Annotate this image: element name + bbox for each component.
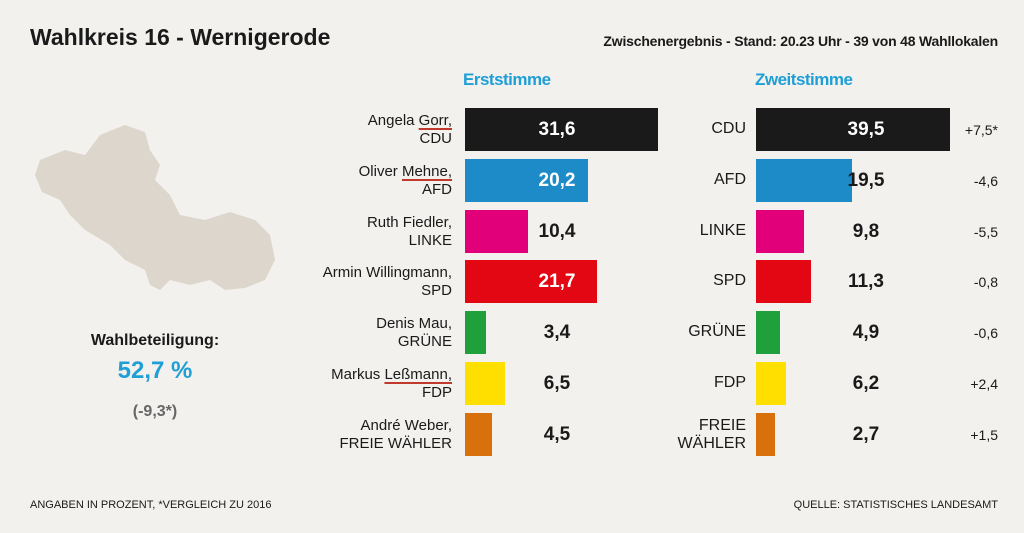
turnout-value: 52,7 % bbox=[117, 357, 193, 384]
source: QUELLE: STATISTISCHES LANDESAMT bbox=[793, 499, 998, 511]
zweitstimme-heading: Zweitstimme bbox=[755, 70, 853, 89]
change-label: -4,6 bbox=[973, 172, 998, 189]
page-title: Wahlkreis 16 - Wernigerode bbox=[30, 24, 331, 50]
value-label: 19,5 bbox=[847, 169, 885, 191]
party-label: FDP bbox=[714, 374, 746, 391]
bar bbox=[465, 158, 589, 202]
change-label: -0,6 bbox=[973, 325, 998, 342]
bar bbox=[756, 260, 812, 304]
bar bbox=[465, 108, 658, 151]
value-label: 21,7 bbox=[538, 271, 576, 293]
footnote: ANGABEN IN PROZENT, *VERGLEICH ZU 2016 bbox=[30, 499, 272, 511]
value-label: 11,3 bbox=[848, 271, 884, 293]
value-label: 3,4 bbox=[543, 322, 571, 344]
erststimme-heading: Erststimme bbox=[463, 70, 551, 89]
bar bbox=[465, 260, 598, 304]
value-label: 10,4 bbox=[538, 220, 576, 242]
value-label: 9,8 bbox=[852, 220, 880, 242]
party-label: FREIE WÄHLER bbox=[677, 416, 746, 452]
value-label: 6,2 bbox=[852, 373, 880, 394]
party-label: SPD bbox=[713, 272, 746, 290]
value-label: 20,2 bbox=[538, 169, 576, 191]
value-label: 39,5 bbox=[847, 119, 885, 140]
candidate-label: Markus Leßmann, FDP bbox=[331, 366, 452, 401]
bar bbox=[756, 108, 950, 151]
candidate-label: Ruth Fiedler, LINKE bbox=[366, 213, 452, 249]
change-label: +7,5* bbox=[964, 122, 998, 138]
subtitle: Zwischenergebnis - Stand: 20.23 Uhr - 39… bbox=[603, 33, 998, 49]
candidate-label: André Weber, FREIE WÄHLER bbox=[339, 416, 452, 452]
bar bbox=[465, 362, 505, 405]
change-label: +2,4 bbox=[970, 376, 998, 392]
candidate-label: Armin Willingmann, SPD bbox=[322, 264, 452, 300]
district-map bbox=[35, 125, 275, 290]
bar bbox=[465, 311, 486, 355]
turnout-label: Wahlbeteiligung: bbox=[90, 332, 220, 349]
party-label: AFD bbox=[714, 170, 746, 188]
bar bbox=[756, 412, 775, 456]
party-label: CDU bbox=[711, 120, 746, 137]
change-label: -5,5 bbox=[973, 223, 998, 240]
value-label: 31,6 bbox=[538, 119, 576, 140]
value-label: 4,5 bbox=[543, 423, 571, 445]
candidate-label: Oliver Mehne, AFD bbox=[358, 162, 452, 198]
turnout-change: (-9,3*) bbox=[132, 403, 178, 420]
candidate-label: Angela Gorr, CDU bbox=[367, 112, 452, 147]
value-label: 6,5 bbox=[543, 373, 571, 394]
bar bbox=[465, 412, 493, 456]
bar bbox=[756, 362, 787, 405]
district-shape bbox=[35, 125, 275, 290]
value-label: 4,9 bbox=[852, 322, 880, 344]
bar bbox=[756, 158, 852, 202]
candidate-label: Denis Mau, GRÜNE bbox=[376, 315, 452, 351]
value-label: 2,7 bbox=[852, 423, 880, 445]
change-label: -0,8 bbox=[973, 274, 998, 291]
change-label: +1,5 bbox=[970, 426, 998, 443]
bar bbox=[465, 209, 529, 253]
bar bbox=[756, 311, 780, 355]
party-label: GRÜNE bbox=[688, 323, 746, 341]
party-label: LINKE bbox=[699, 221, 746, 239]
bar bbox=[756, 209, 805, 253]
